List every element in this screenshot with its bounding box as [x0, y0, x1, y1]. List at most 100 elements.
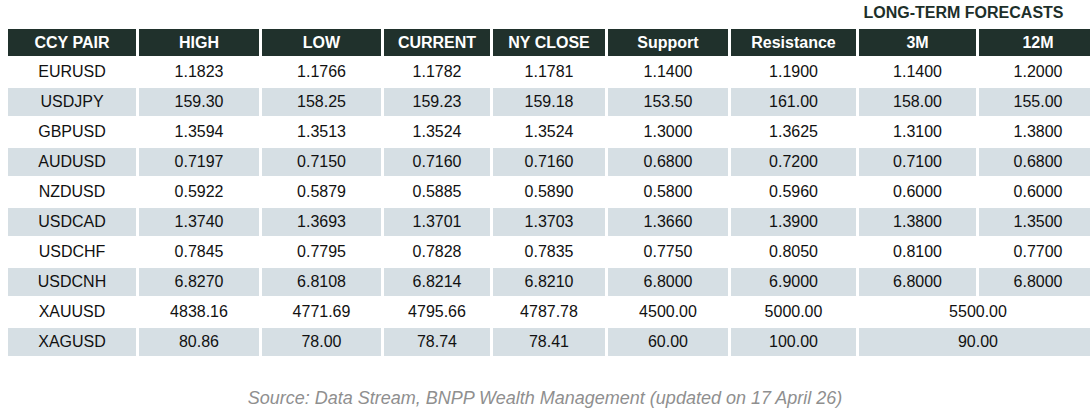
- cell-usdjpy-m3: 158.00: [859, 88, 976, 116]
- cell-eurusd-m3: 1.1400: [859, 58, 976, 86]
- table-row-audusd: AUDUSD0.71970.71500.71600.71600.68000.72…: [8, 148, 1090, 176]
- table-row-usdchf: USDCHF0.78450.77950.78280.78350.77500.80…: [8, 238, 1090, 266]
- cell-eurusd-low: 1.1766: [262, 58, 381, 86]
- table-row-usdjpy: USDJPY159.30158.25159.23159.18153.50161.…: [8, 88, 1090, 116]
- cell-audusd-resistance: 0.7200: [731, 148, 856, 176]
- cell-usdchf-resistance: 0.8050: [731, 238, 856, 266]
- cell-usdjpy-m12: 155.00: [979, 88, 1090, 116]
- table-row-xagusd: XAGUSD80.8678.0078.7478.4160.00100.0090.…: [8, 328, 1090, 356]
- cell-usdcnh-pair: USDCNH: [8, 268, 136, 296]
- column-header-support: Support: [608, 29, 728, 56]
- cell-usdchf-ny_close: 0.7835: [493, 238, 605, 266]
- cell-xauusd-low: 4771.69: [262, 298, 381, 326]
- column-header-12m: 12M: [979, 29, 1090, 56]
- table-row-usdcad: USDCAD1.37401.36931.37011.37031.36601.39…: [8, 208, 1090, 236]
- column-header-current: CURRENT: [384, 29, 490, 56]
- column-header-resistance: Resistance: [731, 29, 856, 56]
- cell-usdcnh-current: 6.8214: [384, 268, 490, 296]
- cell-nzdusd-m12: 0.6000: [979, 178, 1090, 206]
- cell-usdchf-pair: USDCHF: [8, 238, 136, 266]
- cell-usdjpy-support: 153.50: [608, 88, 728, 116]
- cell-usdcad-m12: 1.3500: [979, 208, 1090, 236]
- cell-usdchf-high: 0.7845: [139, 238, 259, 266]
- cell-usdcnh-ny_close: 6.8210: [493, 268, 605, 296]
- cell-usdcad-current: 1.3701: [384, 208, 490, 236]
- cell-usdcad-high: 1.3740: [139, 208, 259, 236]
- cell-audusd-m12: 0.6800: [979, 148, 1090, 176]
- cell-xauusd-ny_close: 4787.78: [493, 298, 605, 326]
- table-row-xauusd: XAUUSD4838.164771.694795.664787.784500.0…: [8, 298, 1090, 326]
- cell-audusd-m3: 0.7100: [859, 148, 976, 176]
- cell-usdcnh-support: 6.8000: [608, 268, 728, 296]
- cell-usdchf-current: 0.7828: [384, 238, 490, 266]
- cell-gbpusd-m12: 1.3800: [979, 118, 1090, 146]
- cell-gbpusd-high: 1.3594: [139, 118, 259, 146]
- cell-audusd-support: 0.6800: [608, 148, 728, 176]
- column-header-ny-close: NY CLOSE: [493, 29, 605, 56]
- table-row-usdcnh: USDCNH6.82706.81086.82146.82106.80006.90…: [8, 268, 1090, 296]
- cell-gbpusd-m3: 1.3100: [859, 118, 976, 146]
- fx-forecast-page: LONG-TERM FORECASTS CCY PAIRHIGHLOWCURRE…: [0, 0, 1090, 418]
- cell-nzdusd-pair: NZDUSD: [8, 178, 136, 206]
- cell-nzdusd-m3: 0.6000: [859, 178, 976, 206]
- cell-eurusd-m12: 1.2000: [979, 58, 1090, 86]
- cell-usdchf-support: 0.7750: [608, 238, 728, 266]
- cell-usdcnh-m3: 6.8000: [859, 268, 976, 296]
- table-body: EURUSD1.18231.17661.17821.17811.14001.19…: [8, 58, 1090, 356]
- cell-usdcnh-m12: 6.8000: [979, 268, 1090, 296]
- cell-usdjpy-low: 158.25: [262, 88, 381, 116]
- cell-audusd-ny_close: 0.7160: [493, 148, 605, 176]
- cell-nzdusd-high: 0.5922: [139, 178, 259, 206]
- cell-gbpusd-current: 1.3524: [384, 118, 490, 146]
- cell-usdchf-m12: 0.7700: [979, 238, 1090, 266]
- table-row-gbpusd: GBPUSD1.35941.35131.35241.35241.30001.36…: [8, 118, 1090, 146]
- cell-usdcnh-resistance: 6.9000: [731, 268, 856, 296]
- cell-xagusd-current: 78.74: [384, 328, 490, 356]
- cell-xagusd-ny_close: 78.41: [493, 328, 605, 356]
- cell-eurusd-high: 1.1823: [139, 58, 259, 86]
- cell-nzdusd-support: 0.5800: [608, 178, 728, 206]
- cell-audusd-low: 0.7150: [262, 148, 381, 176]
- cell-usdcnh-low: 6.8108: [262, 268, 381, 296]
- column-header-high: HIGH: [139, 29, 259, 56]
- long-term-forecasts-title: LONG-TERM FORECASTS: [845, 4, 1082, 22]
- cell-xagusd-pair: XAGUSD: [8, 328, 136, 356]
- cell-eurusd-resistance: 1.1900: [731, 58, 856, 86]
- cell-usdjpy-resistance: 161.00: [731, 88, 856, 116]
- cell-gbpusd-resistance: 1.3625: [731, 118, 856, 146]
- cell-xauusd-high: 4838.16: [139, 298, 259, 326]
- cell-usdjpy-high: 159.30: [139, 88, 259, 116]
- cell-audusd-pair: AUDUSD: [8, 148, 136, 176]
- cell-usdchf-m3: 0.8100: [859, 238, 976, 266]
- cell-xagusd-high: 80.86: [139, 328, 259, 356]
- table-row-eurusd: EURUSD1.18231.17661.17821.17811.14001.19…: [8, 58, 1090, 86]
- cell-xagusd-forecast-merged: 90.00: [859, 328, 1090, 356]
- cell-xauusd-current: 4795.66: [384, 298, 490, 326]
- cell-usdcad-low: 1.3693: [262, 208, 381, 236]
- cell-gbpusd-pair: GBPUSD: [8, 118, 136, 146]
- table-row-nzdusd: NZDUSD0.59220.58790.58850.58900.58000.59…: [8, 178, 1090, 206]
- cell-usdcad-resistance: 1.3900: [731, 208, 856, 236]
- cell-xauusd-pair: XAUUSD: [8, 298, 136, 326]
- fx-forecast-table: CCY PAIRHIGHLOWCURRENTNY CLOSESupportRes…: [5, 27, 1090, 358]
- cell-nzdusd-resistance: 0.5960: [731, 178, 856, 206]
- cell-eurusd-pair: EURUSD: [8, 58, 136, 86]
- cell-usdchf-low: 0.7795: [262, 238, 381, 266]
- header-row: CCY PAIRHIGHLOWCURRENTNY CLOSESupportRes…: [8, 29, 1090, 56]
- cell-xauusd-forecast-merged: 5500.00: [859, 298, 1090, 326]
- cell-eurusd-support: 1.1400: [608, 58, 728, 86]
- cell-xagusd-low: 78.00: [262, 328, 381, 356]
- cell-eurusd-current: 1.1782: [384, 58, 490, 86]
- cell-usdjpy-pair: USDJPY: [8, 88, 136, 116]
- cell-usdcad-pair: USDCAD: [8, 208, 136, 236]
- cell-nzdusd-low: 0.5879: [262, 178, 381, 206]
- cell-gbpusd-support: 1.3000: [608, 118, 728, 146]
- cell-usdjpy-ny_close: 159.18: [493, 88, 605, 116]
- column-header-low: LOW: [262, 29, 381, 56]
- cell-xauusd-resistance: 5000.00: [731, 298, 856, 326]
- cell-usdcad-support: 1.3660: [608, 208, 728, 236]
- cell-xagusd-support: 60.00: [608, 328, 728, 356]
- cell-usdcnh-high: 6.8270: [139, 268, 259, 296]
- cell-audusd-current: 0.7160: [384, 148, 490, 176]
- cell-eurusd-ny_close: 1.1781: [493, 58, 605, 86]
